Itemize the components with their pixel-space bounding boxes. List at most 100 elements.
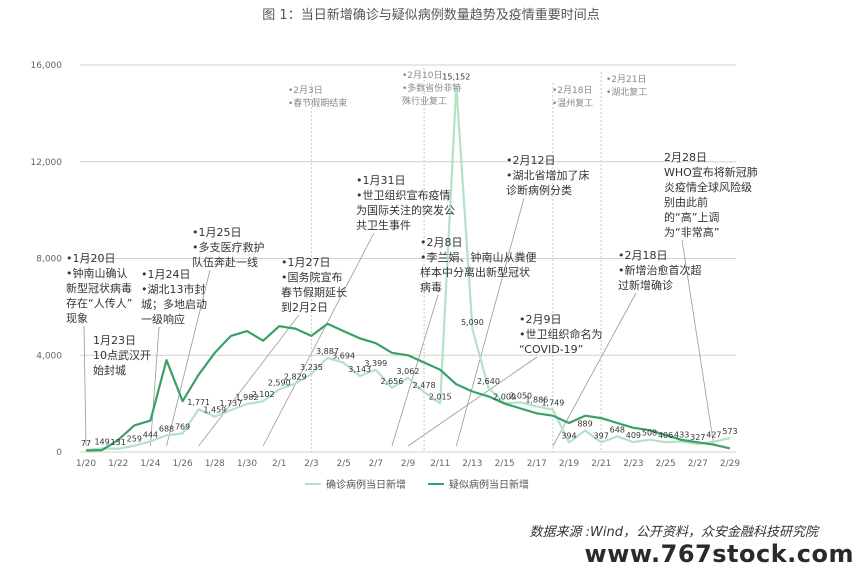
data-label: 508 — [642, 429, 657, 438]
annotation-text: •1月24日 — [141, 268, 190, 281]
annotation-leader — [407, 356, 538, 447]
data-label: 427 — [706, 431, 721, 440]
annotation-2-3: •2月3日•春节假期结束 — [288, 85, 347, 109]
annotation-text: WHO宣布将新冠肺 — [664, 165, 758, 179]
data-label: 2,102 — [252, 390, 275, 399]
chart-title: 图 1：当日新增确诊与疑似病例数量趋势及疫情重要时间点 — [262, 8, 600, 23]
data-label: 648 — [610, 425, 625, 434]
annotation-text: •2月10日 — [402, 70, 443, 81]
annotation-text: 新型冠状病毒 — [66, 281, 132, 295]
annotation-text: 别由此前 — [664, 195, 708, 209]
data-label: 1,749 — [541, 399, 564, 408]
x-tick-label: 2/19 — [559, 459, 579, 469]
x-tick-label: 2/3 — [304, 459, 318, 469]
annotation-text: 始封城 — [93, 363, 126, 377]
y-tick-label: 8,000 — [36, 255, 62, 265]
data-label: 397 — [594, 431, 609, 440]
annotation-text: 春节假期延长 — [281, 285, 347, 299]
data-label: 2,829 — [284, 373, 307, 382]
annotation-text: 1月23日 — [93, 334, 136, 347]
annotation-text: 样本中分离出新型冠状 — [420, 265, 530, 279]
annotation-text: •湖北省增加了床 — [506, 168, 590, 182]
annotation-text: •2月18日 — [618, 249, 667, 262]
data-label: 149 — [94, 437, 109, 446]
data-label: 5,090 — [461, 318, 484, 327]
data-label: 769 — [175, 422, 190, 431]
annotation-leader — [262, 232, 375, 447]
data-label: 131 — [111, 438, 126, 447]
annotation-leader — [681, 239, 715, 447]
annotation-text: •1月25日 — [192, 226, 241, 239]
data-label: 3,887 — [316, 347, 339, 356]
legend: 确诊病例当日新增 疑似病例当日新增 — [305, 476, 529, 491]
legend-swatch-confirmed — [305, 482, 321, 485]
annotation-leader — [166, 269, 211, 447]
annotation-text: •1月31日 — [356, 174, 405, 187]
series-confirmed-line — [85, 84, 731, 452]
annotation-text: •多数省份非特 — [402, 82, 461, 94]
annotation-leader — [83, 325, 87, 447]
data-label: 3,399 — [364, 359, 387, 368]
annotation-text: •湖北复工 — [606, 86, 647, 98]
annotation-text: 的“高”上调 — [664, 210, 719, 224]
annotation-text: •世卫组织宣布疫情 — [356, 188, 451, 202]
x-tick-label: 1/20 — [76, 459, 96, 469]
x-tick-label: 2/17 — [527, 459, 547, 469]
data-label: 15,152 — [442, 73, 470, 82]
legend-item-suspected: 疑似病例当日新增 — [428, 476, 529, 491]
data-label: 1,737 — [219, 399, 242, 408]
annotation-text: 10点武汉开 — [93, 349, 151, 362]
x-tick-label: 2/23 — [623, 459, 643, 469]
data-label: 889 — [577, 419, 592, 428]
x-tick-label: 2/13 — [462, 459, 482, 469]
annotation-2-18: •2月18日•温州复工 — [552, 85, 593, 109]
annotation-text: 过新增确诊 — [618, 278, 673, 292]
x-tick-label: 2/1 — [272, 459, 286, 469]
watermark: www.767stock.com — [584, 540, 854, 568]
annotation-text: •钟南山确认 — [66, 266, 128, 280]
legend-swatch-suspected — [428, 482, 444, 485]
annotation-2-21: •2月21日•湖北复工 — [606, 74, 647, 98]
data-label: 1,982 — [236, 393, 259, 402]
annotation-text: 2月28日 — [664, 151, 707, 164]
annotation-text: •2月18日 — [552, 85, 593, 96]
y-tick-label: 0 — [56, 448, 62, 458]
data-label: 327 — [690, 433, 705, 442]
y-tick-label: 4,000 — [36, 351, 62, 361]
y-tick-label: 16,000 — [31, 61, 63, 71]
data-label: 394 — [561, 431, 576, 440]
data-label: 406 — [658, 431, 673, 440]
x-tick-label: 2/27 — [688, 459, 708, 469]
annotation-text: •春节假期结束 — [288, 97, 347, 109]
annotation-text: 炎疫情全球风险级 — [664, 180, 752, 194]
x-tick-label: 2/21 — [591, 459, 611, 469]
x-tick-label: 1/26 — [172, 459, 192, 469]
y-tick-label: 12,000 — [31, 158, 63, 168]
data-label: 3,062 — [397, 367, 420, 376]
data-label: 2,640 — [477, 377, 500, 386]
annotation-text: •2月9日 — [519, 313, 562, 326]
annotation-text: •新增治愈首次超 — [618, 263, 702, 277]
x-tick-label: 2/11 — [430, 459, 450, 469]
annotation-leader — [150, 326, 160, 447]
data-label: 2,015 — [429, 392, 452, 401]
series-suspected-line — [85, 322, 731, 452]
source-note: 数据来源 :Wind，公开资料，众安金融科技研究院 — [529, 525, 818, 540]
annotation-leader — [391, 294, 439, 447]
x-tick-label: 1/24 — [140, 459, 160, 469]
x-tick-label: 2/7 — [369, 459, 383, 469]
annotation-text: 城；多地启动 — [141, 297, 207, 311]
data-label: 1,459 — [203, 406, 226, 415]
data-label: 3,235 — [300, 363, 323, 372]
annotation-text: •1月20日 — [66, 252, 115, 265]
data-label: 1,886 — [525, 395, 548, 404]
